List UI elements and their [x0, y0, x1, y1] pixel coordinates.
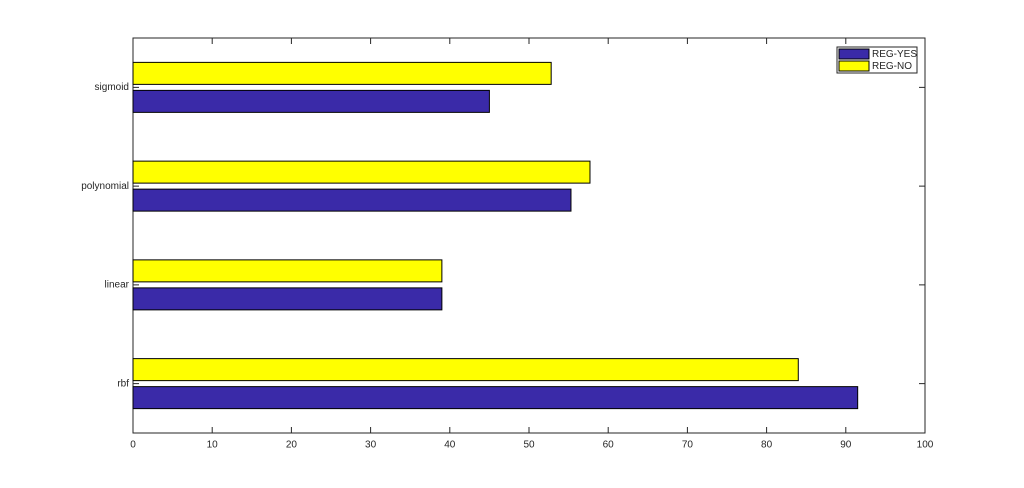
x-tick-label: 30 — [365, 440, 377, 451]
y-tick-label: polynomial — [81, 181, 129, 192]
bar — [132, 358, 799, 382]
bar — [132, 61, 552, 85]
x-tick-label: 60 — [603, 440, 615, 451]
legend-swatch — [838, 48, 870, 60]
x-tick-label: 0 — [130, 440, 136, 451]
x-tick-label: 10 — [207, 440, 219, 451]
legend-label: REG-NO — [872, 61, 912, 72]
bar — [132, 259, 443, 283]
x-tick-label: 90 — [840, 440, 852, 451]
x-tick-label: 80 — [761, 440, 773, 451]
y-tick-label: sigmoid — [95, 82, 129, 93]
y-tick-label: linear — [105, 280, 130, 291]
y-tick-label: rbf — [117, 378, 129, 389]
legend-label: REG-YES — [872, 49, 917, 60]
bar — [132, 188, 572, 212]
bar — [132, 160, 591, 184]
x-tick-label: 20 — [286, 440, 298, 451]
bar — [132, 89, 490, 113]
x-tick-label: 100 — [917, 440, 934, 451]
x-tick-label: 40 — [444, 440, 456, 451]
x-tick-label: 70 — [682, 440, 694, 451]
bar — [132, 287, 443, 311]
bar — [132, 386, 859, 410]
x-tick-label: 50 — [523, 440, 535, 451]
legend-swatch — [838, 60, 870, 72]
